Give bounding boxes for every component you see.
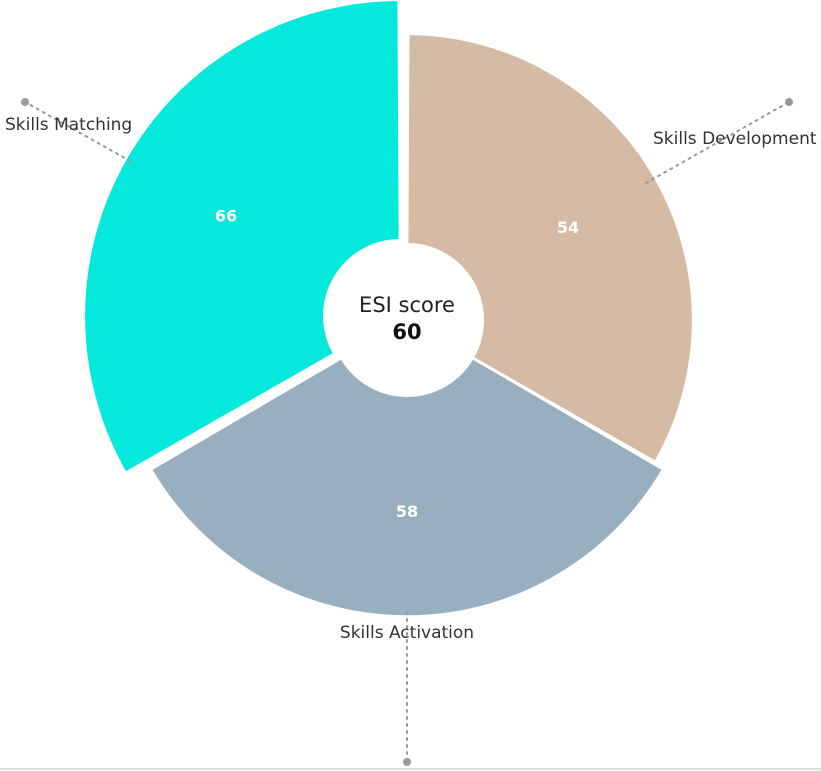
category-label-skills-activation: Skills Activation bbox=[340, 623, 474, 643]
slice-value-label: 58 bbox=[396, 502, 418, 521]
category-label-skills-matching: Skills Matching bbox=[5, 115, 132, 135]
slice-skills-matching[interactable] bbox=[83, 0, 401, 474]
slice-value-label: 66 bbox=[215, 207, 237, 226]
leader-dot bbox=[785, 98, 793, 106]
category-label-skills-development: Skills Development bbox=[653, 129, 817, 149]
center-title: ESI score bbox=[359, 293, 455, 317]
center-value: 60 bbox=[392, 320, 421, 344]
leader-dot bbox=[21, 98, 29, 106]
leader-dot bbox=[403, 758, 411, 766]
leader-line-skills-development bbox=[645, 101, 790, 184]
slice-value-label: 54 bbox=[557, 218, 579, 237]
leader-line-skills-matching bbox=[24, 101, 131, 162]
center-hole bbox=[331, 244, 483, 396]
